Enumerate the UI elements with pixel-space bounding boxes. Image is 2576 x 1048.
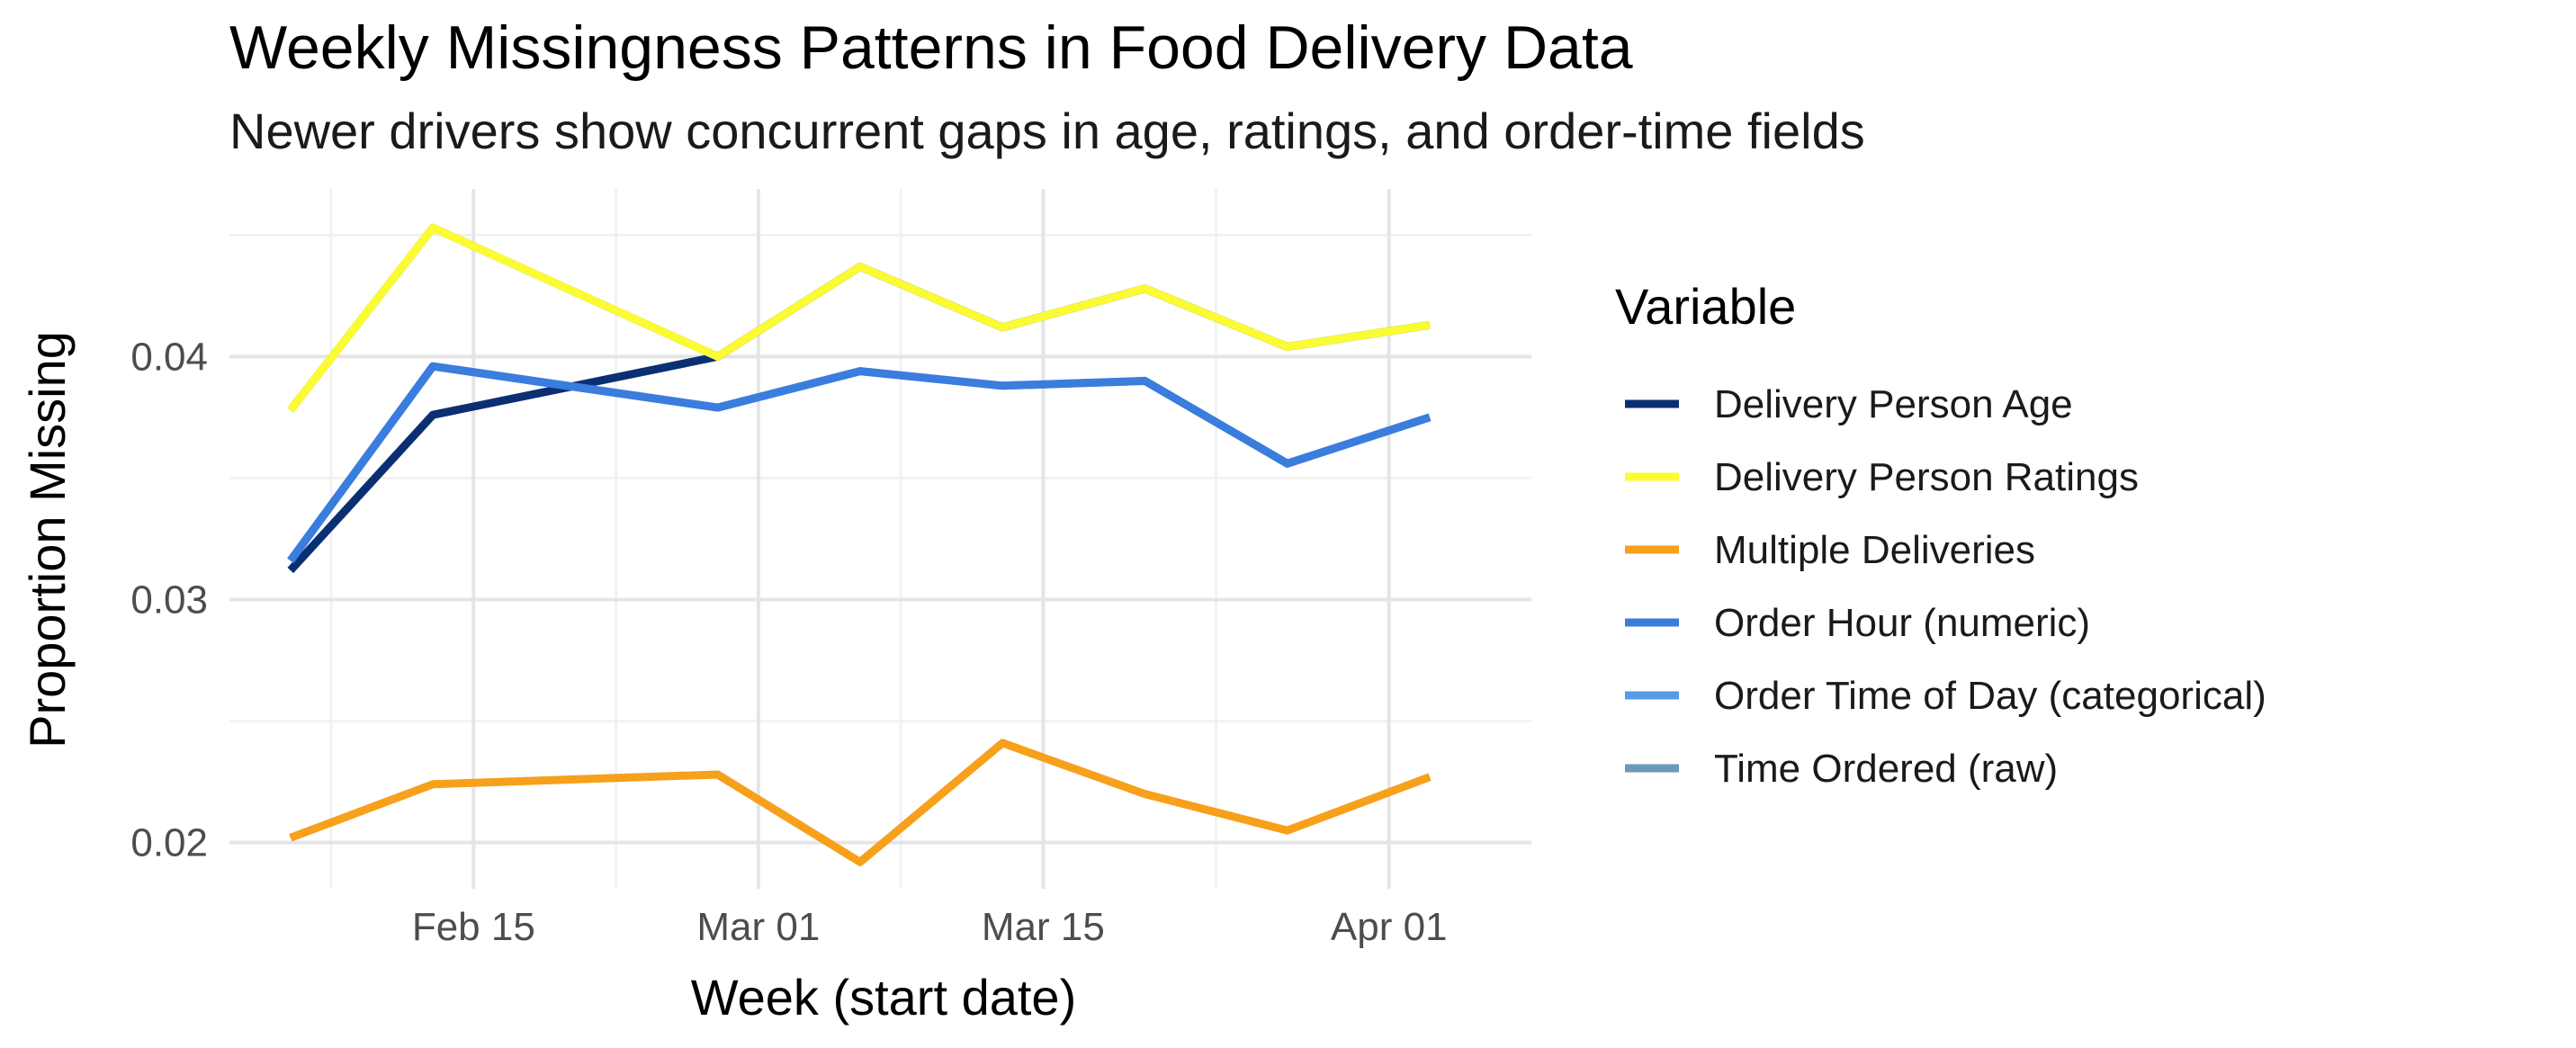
legend-label: Order Hour (numeric) xyxy=(1714,601,2090,645)
x-axis-ticks: Feb 15 Mar 01 Mar 15 Apr 01 xyxy=(412,905,1448,949)
legend-label: Delivery Person Age xyxy=(1714,382,2073,426)
series-line-delivery-person-ratings xyxy=(287,223,1431,413)
chart-title: Weekly Missingness Patterns in Food Deli… xyxy=(229,13,1633,82)
y-axis-title: Proportion Missing xyxy=(19,331,76,748)
y-tick-label: 0.03 xyxy=(130,578,208,623)
x-tick-label: Feb 15 xyxy=(412,905,535,949)
y-axis-ticks: 0.02 0.03 0.04 xyxy=(130,335,208,864)
series-line-time-ordered-raw xyxy=(287,223,1431,413)
series-line-delivery-person-age xyxy=(287,262,1431,574)
legend-label: Order Time of Day (categorical) xyxy=(1714,674,2266,718)
series-line-order-hour-numeric xyxy=(287,362,1432,563)
legend-label: Delivery Person Ratings xyxy=(1714,455,2139,499)
x-tick-label: Apr 01 xyxy=(1331,905,1448,949)
legend-label: Time Ordered (raw) xyxy=(1714,747,2058,791)
legend: Delivery Person Age Delivery Person Ratin… xyxy=(1625,382,2266,791)
chart-subtitle: Newer drivers show concurrent gaps in ag… xyxy=(229,103,1865,159)
x-axis-title: Week (start date) xyxy=(691,969,1076,1026)
plot-grid xyxy=(229,189,1531,889)
legend-label: Multiple Deliveries xyxy=(1714,528,2035,572)
legend-title: Variable xyxy=(1615,278,1796,335)
data-lines xyxy=(287,223,1432,866)
x-tick-label: Mar 01 xyxy=(696,905,820,949)
y-tick-label: 0.04 xyxy=(130,335,208,379)
x-tick-label: Mar 15 xyxy=(982,905,1105,949)
series-line-order-time-of-day-categorical xyxy=(287,362,1432,563)
y-tick-label: 0.02 xyxy=(130,821,208,865)
series-line-multiple-deliveries xyxy=(289,739,1432,866)
